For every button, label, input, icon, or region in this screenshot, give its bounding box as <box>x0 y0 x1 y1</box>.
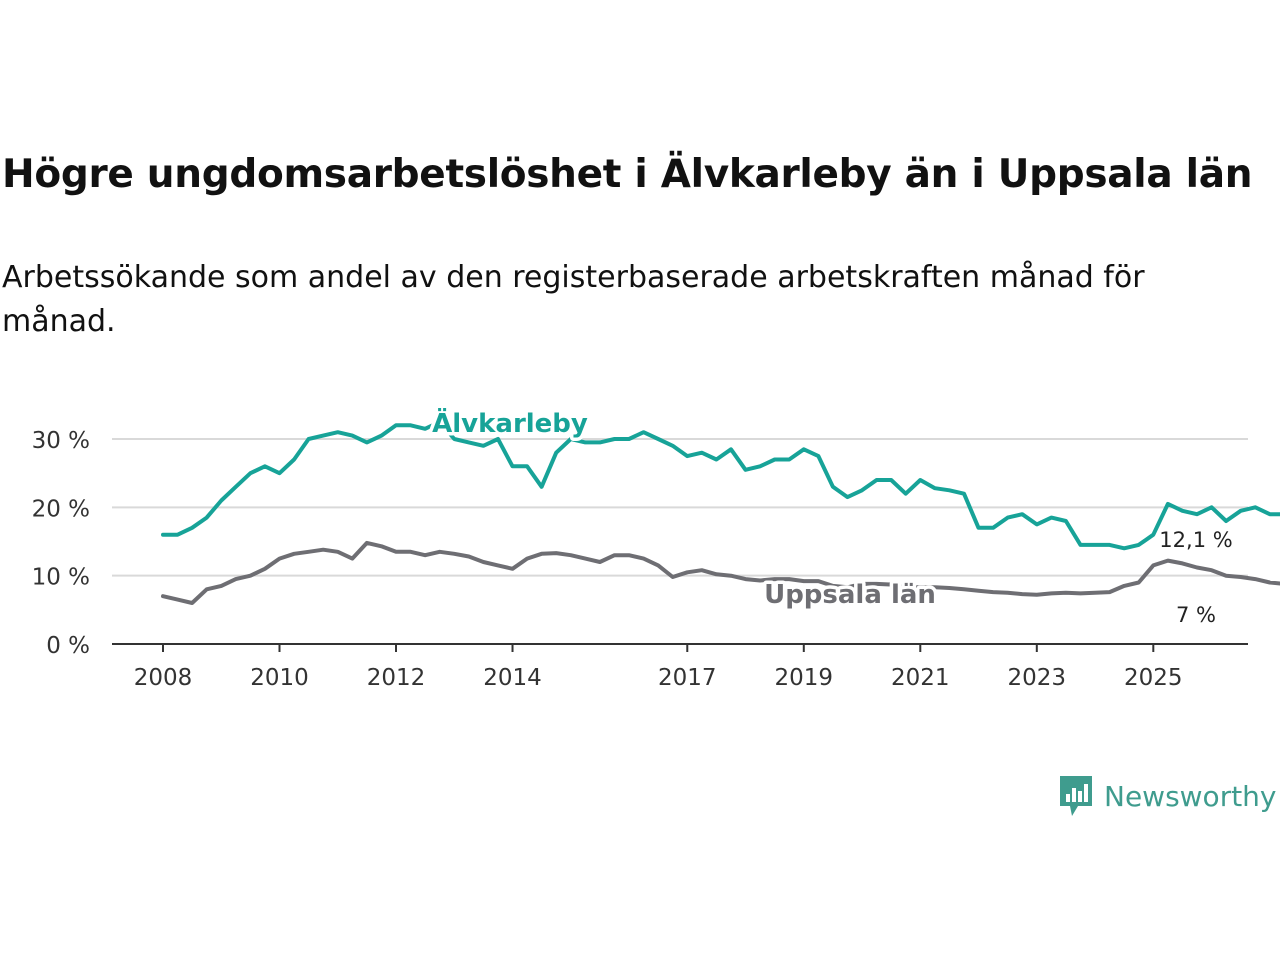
x-tick-label-2019: 2019 <box>775 665 834 691</box>
x-tick-label-2021: 2021 <box>891 665 950 691</box>
newsworthy-logo-icon <box>1060 776 1092 816</box>
series-label-alvkarleby: Älvkarleby <box>432 407 588 439</box>
end-label-alvkarleby: 12,1 % <box>1159 528 1232 552</box>
chart-subtitle: Arbetssökande som andel av den registerb… <box>2 260 1145 339</box>
y-tick-label-0: 0 % <box>46 633 90 659</box>
y-tick-label-10: 10 % <box>32 565 90 591</box>
x-tick-label-2010: 2010 <box>250 665 309 691</box>
x-tick-label-2023: 2023 <box>1008 665 1067 691</box>
x-tick-label-2014: 2014 <box>483 665 542 691</box>
x-tick-label-2008: 2008 <box>134 665 193 691</box>
series-label-uppsala: Uppsala län <box>764 580 936 610</box>
x-axis-ticks: 2008 2010 2012 2014 2017 2019 2021 2023 2025 <box>134 644 1183 691</box>
series-line-uppsala <box>161 540 1280 605</box>
y-tick-label-20: 20 % <box>32 496 90 522</box>
y-axis-ticks: 0 % 10 % 20 % 30 % <box>32 428 90 659</box>
end-label-uppsala: 7 % <box>1176 603 1216 627</box>
series-labels: Älvkarleby Uppsala län 12,1 % 7 % <box>429 404 1237 631</box>
gridlines <box>112 438 1248 645</box>
chart-title: Högre ungdomsarbetslöshet i Älvkarleby ä… <box>2 152 1253 197</box>
y-tick-label-30: 30 % <box>32 428 90 454</box>
x-tick-label-2017: 2017 <box>658 665 717 691</box>
newsworthy-logo[interactable]: Newsworthy <box>1058 772 1277 820</box>
x-tick-label-2025: 2025 <box>1124 665 1183 691</box>
series-lines <box>161 419 1280 605</box>
series-line-alvkarleby <box>161 419 1280 551</box>
x-tick-label-2012: 2012 <box>367 665 426 691</box>
line-chart: 0 % 10 % 20 % 30 % 2008 2010 2012 2014 2017 2019… <box>31 404 1280 691</box>
newsworthy-wordmark: Newsworthy <box>1104 779 1277 813</box>
